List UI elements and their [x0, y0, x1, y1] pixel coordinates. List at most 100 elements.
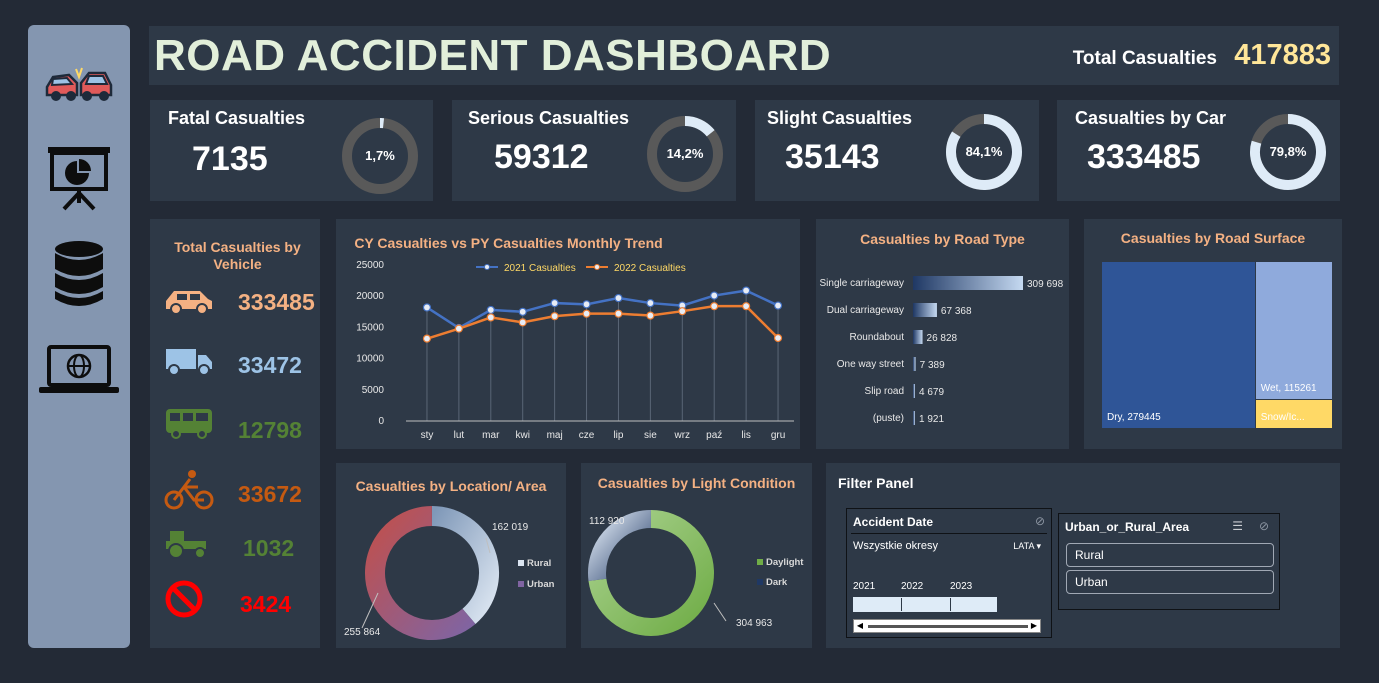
data-point [710, 302, 719, 311]
bar-value-label: 4 679 [919, 387, 944, 398]
donut-segment [588, 510, 714, 636]
kpi-label: Fatal Casualties [168, 108, 306, 128]
leader-line [485, 537, 491, 554]
multi-select-icon[interactable]: ☰ [1232, 519, 1243, 533]
y-tick-label: 25000 [356, 260, 384, 271]
kpi-value: 7135 [192, 140, 268, 178]
x-tick-label: paź [706, 430, 722, 441]
legend-marker [594, 264, 600, 270]
laptop-globe-icon[interactable] [28, 343, 130, 399]
road-type-bar [913, 330, 923, 344]
data-point [742, 302, 751, 311]
donut-fill [684, 116, 715, 137]
database-icon[interactable] [28, 239, 130, 309]
crashed-cars-icon[interactable] [28, 65, 130, 105]
kpi-card-slight: Slight Casualties 35143 84,1% [755, 100, 1039, 201]
data-point [646, 298, 655, 308]
data-point [454, 324, 463, 333]
vehicle-value-other: 3424 [240, 591, 292, 617]
light-chart: 304 963 Daylight 112 920 Dark [588, 510, 804, 636]
area-option-rural[interactable]: Rural [1066, 543, 1274, 567]
page-title: ROAD ACCIDENT DASHBOARD [154, 31, 832, 80]
kpi-card-serious: Serious Casualties 59312 14,2% [452, 100, 736, 201]
vehicle-value-bus: 12798 [238, 417, 302, 443]
bar-value-label: 309 698 [1027, 279, 1064, 290]
prohibited-icon [164, 579, 204, 624]
kpi-percent: 1,7% [365, 148, 395, 163]
donut-fill [946, 114, 1022, 190]
total-casualties-value: 417883 [1234, 39, 1331, 71]
road-type-bar [913, 303, 937, 317]
area-slicer-title: Urban_or_Rural_Area [1065, 520, 1190, 534]
presentation-chart-icon[interactable] [28, 143, 130, 211]
data-point [486, 305, 495, 315]
data-point [773, 333, 783, 343]
legend-label: Dark [766, 577, 788, 588]
donut-value-label: 304 963 [736, 618, 773, 629]
timeline-scrollbar[interactable]: ◀ ▶ [853, 619, 1041, 633]
bar-value-label: 67 368 [941, 306, 972, 317]
data-point [678, 307, 687, 316]
data-point [773, 301, 783, 310]
donut-value-label: 255 864 [344, 627, 381, 638]
kpi-donut [946, 114, 1022, 190]
trend-chart-panel: CY Casualties vs PY Casualties Monthly T… [336, 219, 800, 449]
sidebar [28, 25, 130, 648]
road-type-bar [913, 411, 915, 425]
x-tick-label: mar [482, 430, 500, 441]
vehicle-value-bicycle: 33672 [238, 481, 302, 507]
kpi-value: 59312 [494, 138, 589, 176]
treemap-label: Snow/Ic... [1260, 411, 1305, 423]
legend-swatch [518, 560, 524, 566]
timeline-bar[interactable] [853, 597, 997, 612]
treemap-label: Wet, 115261 [1260, 383, 1317, 395]
treemap-tile: Dry, 279445 [1102, 262, 1255, 428]
year-label-2021: 2021 [853, 581, 876, 592]
data-point [518, 307, 527, 316]
scroll-left-icon[interactable]: ◀ [856, 621, 864, 630]
series-line [426, 289, 779, 330]
data-point [614, 309, 623, 318]
data-point [486, 313, 495, 322]
leader-line [361, 592, 379, 629]
y-tick-label: 15000 [356, 322, 384, 333]
y-tick-label: 5000 [362, 385, 385, 396]
data-point [582, 300, 591, 309]
kpi-card-car: Casualties by Car 333485 79,8% [1057, 100, 1340, 201]
vehicle-value-tractor: 1032 [243, 535, 295, 561]
scroll-right-icon[interactable]: ▶ [1030, 621, 1038, 630]
area-option-urban[interactable]: Urban [1066, 570, 1274, 594]
data-point [646, 311, 655, 320]
date-unit-dropdown[interactable]: LATA ▾ [1013, 541, 1041, 551]
clear-filter-icon[interactable]: ⊘ [1034, 514, 1045, 528]
road-type-bar [913, 276, 1023, 290]
date-slicer-title: Accident Date [853, 515, 934, 529]
location-chart: 162 019 Rural 255 864 Urban [344, 506, 555, 640]
data-point [614, 293, 623, 303]
x-tick-label: wrz [674, 430, 691, 441]
y-tick-label: 20000 [356, 291, 384, 302]
area-slicer: Urban_or_Rural_Area ☰ ⊘ Rural Urban [1058, 513, 1280, 610]
donut-segment [365, 506, 476, 640]
bar-category-label: Slip road [865, 386, 904, 397]
road-surface-treemap: Dry, 279445 Wet, 115261 Snow/Ic... [1102, 262, 1332, 428]
treemap-tile: Wet, 115261 [1255, 262, 1332, 400]
total-casualties-label: Total Casualties [1072, 48, 1217, 69]
donut-segment [588, 510, 652, 581]
bar-category-label: One way street [837, 359, 904, 370]
y-tick-label: 10000 [356, 354, 384, 365]
donut-value-label: 162 019 [492, 522, 529, 533]
title-bar: ROAD ACCIDENT DASHBOARD Total Casualties… [149, 26, 1339, 85]
legend-label: Rural [527, 558, 551, 569]
road-surface-title: Casualties by Road Surface [1120, 230, 1306, 246]
kpi-value: 35143 [785, 138, 880, 176]
clear-filter-icon[interactable]: ⊘ [1258, 519, 1269, 533]
bar-category-label: Roundabout [850, 332, 905, 343]
vehicle-value-truck: 33472 [238, 352, 302, 378]
kpi-donut [1250, 114, 1326, 190]
kpi-label: Casualties by Car [1075, 108, 1227, 128]
tractor-icon [164, 529, 210, 564]
kpi-percent: 14,2% [666, 146, 704, 161]
road-type-panel: Casualties by Road Type Single carriagew… [816, 219, 1069, 449]
bus-icon [164, 407, 214, 444]
